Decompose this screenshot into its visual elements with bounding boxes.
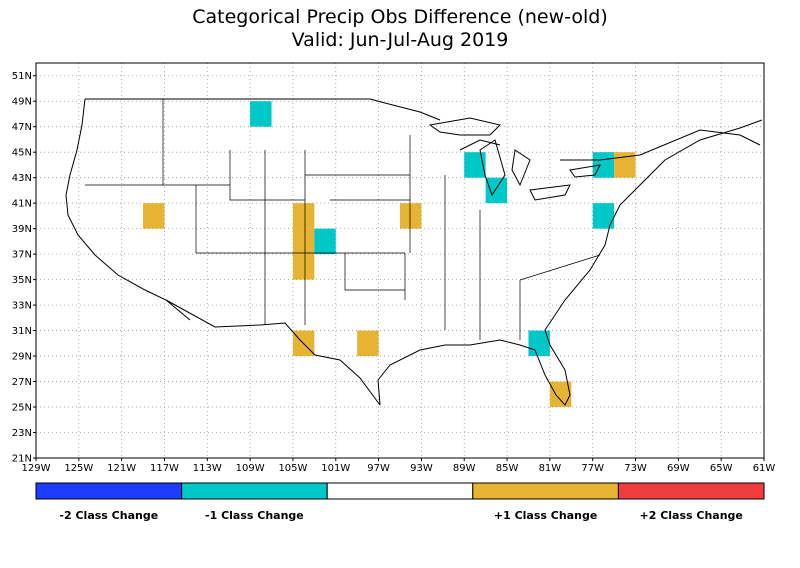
- east-coast: [544, 119, 763, 331]
- lat-tick-label: 27N: [12, 377, 32, 388]
- lon-tick-label: 93W: [410, 463, 433, 474]
- lon-tick-label: 73W: [624, 463, 647, 474]
- difference-cell: [614, 152, 636, 178]
- lon-tick-label: 89W: [453, 463, 476, 474]
- lon-tick-label: 69W: [667, 463, 690, 474]
- legend-swatch: [181, 482, 328, 500]
- map-title: Categorical Precip Obs Difference (new-o…: [192, 6, 608, 28]
- state-lines: [85, 99, 601, 340]
- difference-cell: [292, 203, 315, 229]
- difference-cells: [143, 101, 636, 408]
- west-coast: [65, 98, 191, 321]
- lon-tick-label: 81W: [539, 463, 562, 474]
- lat-tick-label: 51N: [12, 71, 32, 82]
- lat-tick-label: 35N: [12, 275, 32, 286]
- lat-tick-label: 33N: [12, 301, 32, 312]
- lon-tick-label: 85W: [496, 463, 519, 474]
- lon-tick-label: 77W: [581, 463, 604, 474]
- lon-tick-label: 109W: [236, 463, 265, 474]
- lon-tick-label: 101W: [321, 463, 350, 474]
- lat-tick-label: 25N: [12, 403, 32, 414]
- gulf-coast: [377, 339, 536, 406]
- lat-tick-label: 45N: [12, 148, 32, 159]
- lat-tick-label: 47N: [12, 122, 32, 133]
- difference-cell: [464, 152, 486, 178]
- legend: -2 Class Change -1 Class Change +1 Class C…: [35, 482, 765, 522]
- difference-cell: [485, 177, 508, 204]
- difference-cell: [292, 228, 315, 255]
- great-lakes: [428, 117, 601, 201]
- lon-tick-label: 125W: [64, 463, 93, 474]
- us-canada-border: [85, 98, 761, 161]
- lat-tick-label: 49N: [12, 97, 32, 108]
- lat-lon-grid: [36, 63, 764, 458]
- legend-swatch: [35, 482, 183, 500]
- lon-tick-label: 65W: [710, 463, 733, 474]
- legend-swatch: [326, 482, 474, 500]
- lat-tick-label: 31N: [12, 326, 32, 337]
- lat-tick-label: 37N: [12, 250, 32, 261]
- florida: [534, 329, 571, 406]
- difference-cell: [357, 330, 379, 357]
- lat-tick-label: 43N: [12, 173, 32, 184]
- difference-cell: [314, 228, 336, 255]
- lon-tick-label: 105W: [278, 463, 307, 474]
- legend-label: -2 Class Change: [59, 509, 158, 522]
- lon-tick-label: 113W: [193, 463, 222, 474]
- lon-tick-label: 121W: [107, 463, 136, 474]
- lon-tick-label: 97W: [367, 463, 390, 474]
- axis-labels: 51N 49N 47N 45N 43N 41N 39N 37N 35N 33N 31N 29N 27N 2…: [12, 71, 776, 474]
- lon-tick-label: 61W: [753, 463, 776, 474]
- legend-label: -1 Class Change: [205, 509, 304, 522]
- legend-swatch: [472, 482, 619, 500]
- us-outline: [65, 98, 763, 406]
- difference-cell: [549, 381, 572, 408]
- legend-swatch: [617, 482, 765, 500]
- lon-tick-label: 117W: [150, 463, 179, 474]
- lat-tick-label: 21N: [12, 454, 32, 465]
- legend-label: +1 Class Change: [494, 509, 597, 522]
- map-frame: [35, 62, 765, 459]
- difference-cell: [250, 101, 272, 127]
- lat-tick-label: 29N: [12, 352, 32, 363]
- difference-cell: [292, 254, 315, 280]
- mexico-border: [165, 299, 381, 406]
- legend-label: +2 Class Change: [640, 509, 743, 522]
- difference-cell: [143, 203, 165, 229]
- map-subtitle: Valid: Jun-Jul-Aug 2019: [291, 29, 509, 51]
- difference-cell: [400, 203, 422, 229]
- difference-cell: [592, 203, 615, 229]
- lat-tick-label: 39N: [12, 224, 32, 235]
- lat-tick-label: 41N: [12, 199, 32, 210]
- lon-tick-label: 129W: [22, 463, 51, 474]
- lat-tick-label: 23N: [12, 428, 32, 439]
